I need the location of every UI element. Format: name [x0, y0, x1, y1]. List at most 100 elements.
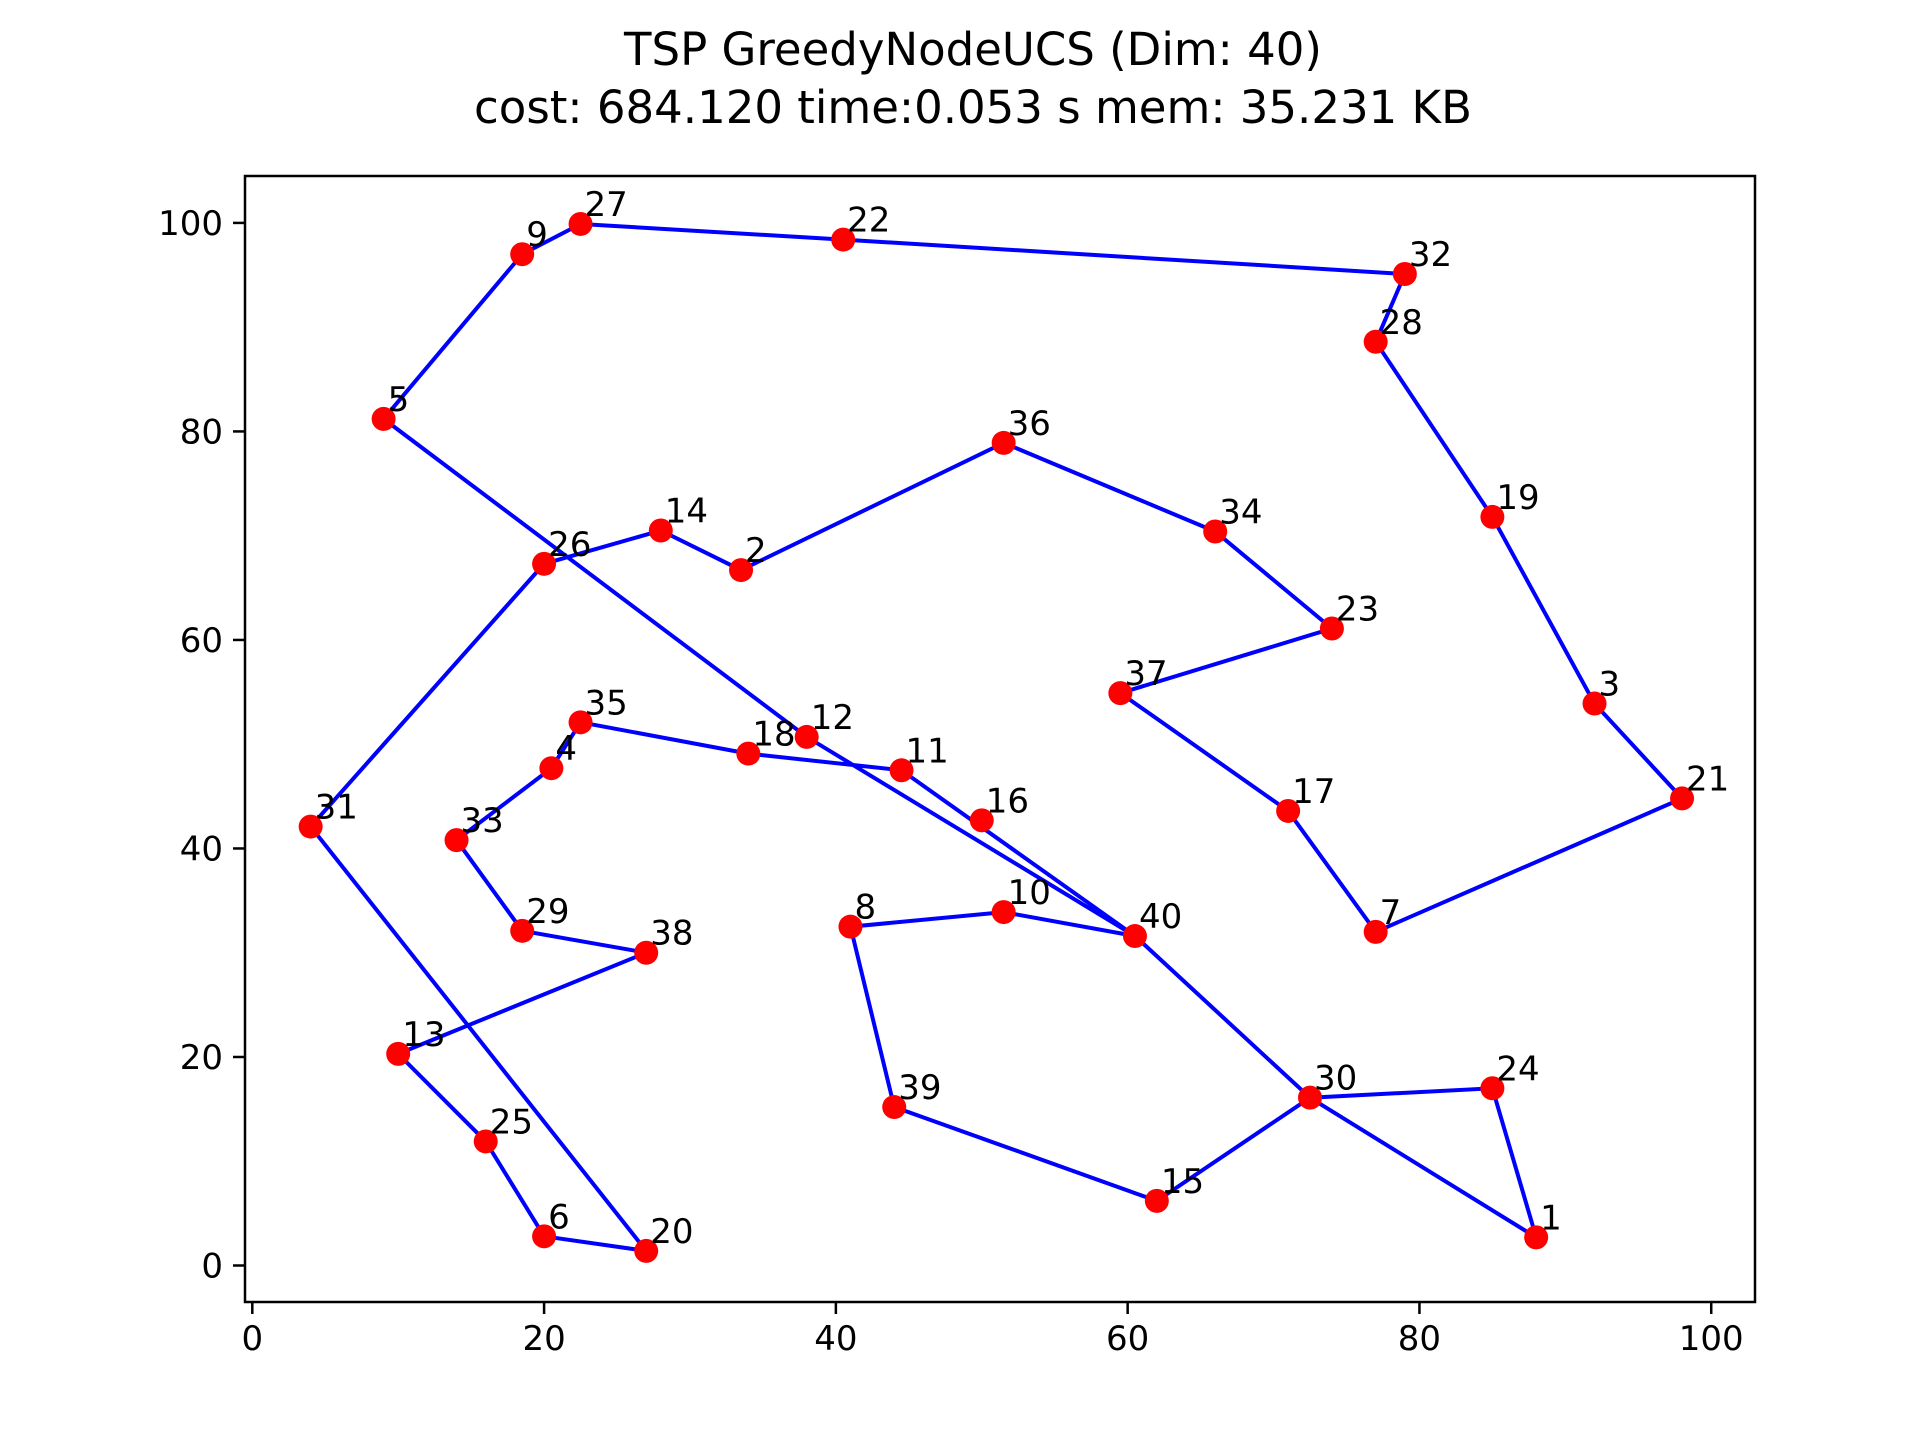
city-point-12	[794, 724, 819, 749]
city-label-14: 14	[665, 491, 708, 531]
axes-ticks: 0 20 40 60 80 100 0 20 40 60 80 100	[158, 204, 1744, 1359]
city-label-37: 37	[1124, 654, 1167, 694]
city-label-40: 40	[1139, 897, 1182, 937]
y-tick-label: 80	[180, 412, 223, 452]
city-point-17	[1276, 798, 1301, 823]
city-point-29	[510, 918, 535, 943]
y-tick-label: 40	[180, 829, 223, 869]
x-tick-label: 40	[814, 1319, 857, 1359]
city-label-13: 13	[402, 1015, 445, 1055]
city-point-7	[1363, 919, 1388, 944]
city-label-9: 9	[526, 215, 548, 255]
city-label-7: 7	[1380, 893, 1402, 933]
city-label-6: 6	[548, 1197, 570, 1237]
city-point-27	[568, 211, 593, 236]
y-tick-label: 100	[158, 204, 223, 244]
city-point-22	[831, 227, 856, 252]
city-point-32	[1392, 262, 1417, 287]
city-label-11: 11	[906, 731, 949, 771]
city-label-16: 16	[986, 781, 1029, 821]
city-point-28	[1363, 329, 1388, 354]
city-label-17: 17	[1292, 772, 1335, 812]
chart-subtitle: cost: 684.120 time:0.053 s mem: 35.231 K…	[474, 81, 1472, 134]
x-tick-label: 80	[1398, 1319, 1441, 1359]
city-point-4	[539, 756, 564, 781]
city-point-34	[1203, 519, 1228, 544]
city-label-26: 26	[548, 525, 591, 565]
city-label-21: 21	[1686, 759, 1729, 799]
city-label-12: 12	[811, 698, 854, 738]
city-label-4: 4	[555, 729, 577, 769]
city-label-5: 5	[388, 380, 410, 420]
city-point-1	[1524, 1225, 1549, 1250]
city-label-15: 15	[1161, 1162, 1204, 1202]
city-point-16	[969, 808, 994, 833]
city-point-19	[1480, 504, 1505, 529]
city-label-20: 20	[650, 1212, 693, 1252]
x-tick-label: 60	[1106, 1319, 1149, 1359]
city-point-3	[1582, 691, 1607, 716]
city-point-8	[838, 914, 863, 939]
x-tick-label: 20	[522, 1319, 565, 1359]
city-label-25: 25	[490, 1102, 533, 1142]
city-points	[298, 211, 1695, 1263]
city-point-11	[889, 758, 914, 783]
city-label-39: 39	[898, 1068, 941, 1108]
city-point-33	[444, 828, 469, 853]
city-label-19: 19	[1496, 478, 1539, 518]
city-label-3: 3	[1599, 665, 1621, 705]
city-point-20	[634, 1238, 659, 1263]
city-point-24	[1480, 1076, 1505, 1101]
city-point-2	[729, 558, 754, 583]
city-point-30	[1298, 1085, 1323, 1110]
city-point-13	[386, 1041, 411, 1066]
city-label-24: 24	[1496, 1049, 1539, 1089]
city-label-36: 36	[1008, 404, 1051, 444]
city-point-6	[532, 1224, 557, 1249]
city-label-30: 30	[1314, 1059, 1357, 1099]
city-point-26	[532, 551, 557, 576]
city-point-9	[510, 242, 535, 267]
city-label-32: 32	[1409, 235, 1452, 275]
chart-title: TSP GreedyNodeUCS (Dim: 40)	[623, 23, 1322, 76]
city-point-21	[1670, 786, 1695, 811]
city-label-29: 29	[526, 892, 569, 932]
city-label-23: 23	[1336, 589, 1379, 629]
city-label-38: 38	[650, 914, 693, 954]
city-point-39	[882, 1095, 907, 1120]
city-point-10	[991, 900, 1016, 925]
y-tick-label: 20	[180, 1038, 223, 1078]
city-label-8: 8	[854, 888, 876, 928]
city-label-28: 28	[1380, 303, 1423, 343]
tour-line	[308, 221, 1686, 1254]
x-tick-label: 0	[241, 1319, 263, 1359]
city-point-37	[1108, 681, 1133, 706]
plot-frame	[243, 174, 1757, 1304]
city-point-36	[991, 430, 1016, 455]
city-point-25	[473, 1129, 498, 1154]
city-point-40	[1122, 924, 1147, 949]
city-label-10: 10	[1008, 873, 1051, 913]
y-tick-label: 60	[180, 621, 223, 661]
tour-path	[308, 221, 1686, 1254]
city-point-18	[736, 741, 761, 766]
city-label-22: 22	[847, 201, 890, 241]
city-label-27: 27	[585, 185, 628, 225]
city-label-33: 33	[461, 801, 504, 841]
x-tick-label: 100	[1679, 1319, 1744, 1359]
city-point-15	[1144, 1188, 1169, 1213]
city-label-34: 34	[1219, 493, 1262, 533]
city-label-18: 18	[752, 715, 795, 755]
city-label-2: 2	[745, 531, 767, 571]
city-point-23	[1319, 616, 1344, 641]
city-point-35	[568, 710, 593, 735]
city-label-35: 35	[585, 683, 628, 723]
city-label-31: 31	[315, 788, 358, 828]
city-point-5	[371, 406, 396, 431]
city-point-31	[298, 814, 323, 839]
city-point-14	[648, 518, 673, 543]
city-point-38	[634, 940, 659, 965]
